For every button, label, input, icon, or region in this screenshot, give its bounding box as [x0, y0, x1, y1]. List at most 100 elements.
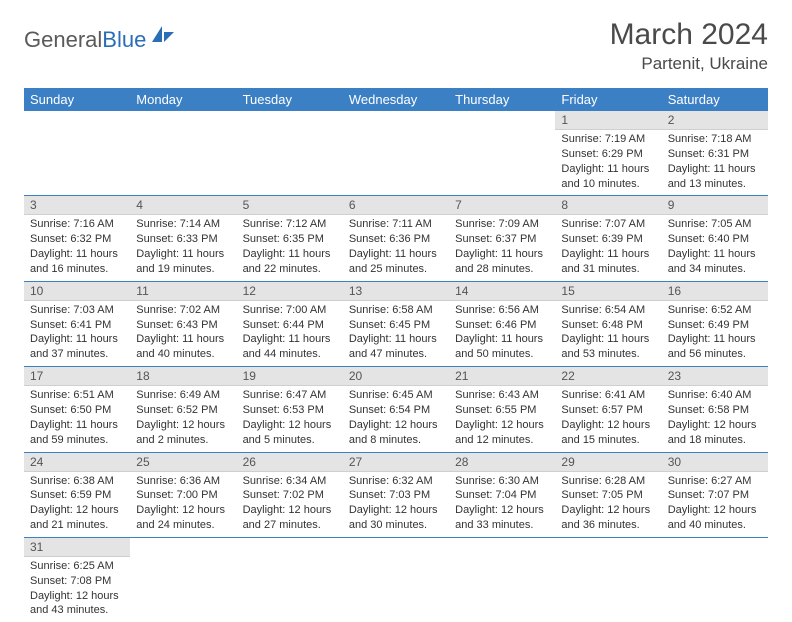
day-number: 22 [555, 367, 661, 386]
day-content: Sunrise: 6:51 AMSunset: 6:50 PMDaylight:… [24, 386, 130, 451]
sunrise-text: Sunrise: 7:03 AM [30, 303, 124, 318]
day-content: Sunrise: 6:58 AMSunset: 6:45 PMDaylight:… [343, 301, 449, 366]
sunset-text: Sunset: 6:45 PM [349, 318, 443, 333]
sunset-text: Sunset: 6:48 PM [561, 318, 655, 333]
sunset-text: Sunset: 7:04 PM [455, 488, 549, 503]
day-content: Sunrise: 6:43 AMSunset: 6:55 PMDaylight:… [449, 386, 555, 451]
day-content: Sunrise: 6:25 AMSunset: 7:08 PMDaylight:… [24, 557, 130, 622]
sunset-text: Sunset: 6:32 PM [30, 232, 124, 247]
sunrise-text: Sunrise: 6:54 AM [561, 303, 655, 318]
day-content: Sunrise: 7:05 AMSunset: 6:40 PMDaylight:… [662, 215, 768, 280]
calendar-cell: 11Sunrise: 7:02 AMSunset: 6:43 PMDayligh… [130, 281, 236, 366]
day-number [343, 538, 449, 542]
day-number: 10 [24, 282, 130, 301]
day-number: 11 [130, 282, 236, 301]
sunset-text: Sunset: 6:49 PM [668, 318, 762, 333]
sunrise-text: Sunrise: 7:12 AM [243, 217, 337, 232]
calendar-cell: 6Sunrise: 7:11 AMSunset: 6:36 PMDaylight… [343, 196, 449, 281]
daylight-text: Daylight: 12 hours and 40 minutes. [668, 503, 762, 533]
day-number: 28 [449, 453, 555, 472]
day-number [237, 111, 343, 115]
sunrise-text: Sunrise: 7:05 AM [668, 217, 762, 232]
sunrise-text: Sunrise: 6:34 AM [243, 474, 337, 489]
day-number: 13 [343, 282, 449, 301]
brand-logo: GeneralBlue [24, 24, 176, 56]
day-number: 16 [662, 282, 768, 301]
sunrise-text: Sunrise: 7:14 AM [136, 217, 230, 232]
sail-icon [150, 24, 176, 50]
day-number: 20 [343, 367, 449, 386]
sunset-text: Sunset: 6:37 PM [455, 232, 549, 247]
daylight-text: Daylight: 12 hours and 43 minutes. [30, 589, 124, 619]
calendar-table: Sunday Monday Tuesday Wednesday Thursday… [24, 88, 768, 622]
weekday-head: Thursday [449, 88, 555, 111]
day-number: 24 [24, 453, 130, 472]
calendar-cell: 25Sunrise: 6:36 AMSunset: 7:00 PMDayligh… [130, 452, 236, 537]
sunrise-text: Sunrise: 6:32 AM [349, 474, 443, 489]
day-number [343, 111, 449, 115]
day-number: 30 [662, 453, 768, 472]
calendar-cell: 8Sunrise: 7:07 AMSunset: 6:39 PMDaylight… [555, 196, 661, 281]
day-number: 5 [237, 196, 343, 215]
daylight-text: Daylight: 12 hours and 36 minutes. [561, 503, 655, 533]
day-content: Sunrise: 6:41 AMSunset: 6:57 PMDaylight:… [555, 386, 661, 451]
sunrise-text: Sunrise: 6:28 AM [561, 474, 655, 489]
page-header: GeneralBlue March 2024 Partenit, Ukraine [24, 18, 768, 74]
sunset-text: Sunset: 6:44 PM [243, 318, 337, 333]
day-number: 19 [237, 367, 343, 386]
day-number [449, 538, 555, 542]
daylight-text: Daylight: 12 hours and 15 minutes. [561, 418, 655, 448]
sunset-text: Sunset: 7:07 PM [668, 488, 762, 503]
calendar-cell: 24Sunrise: 6:38 AMSunset: 6:59 PMDayligh… [24, 452, 130, 537]
daylight-text: Daylight: 12 hours and 5 minutes. [243, 418, 337, 448]
sunset-text: Sunset: 6:39 PM [561, 232, 655, 247]
sunset-text: Sunset: 6:54 PM [349, 403, 443, 418]
calendar-row: 1Sunrise: 7:19 AMSunset: 6:29 PMDaylight… [24, 111, 768, 196]
weekday-header-row: Sunday Monday Tuesday Wednesday Thursday… [24, 88, 768, 111]
calendar-row: 3Sunrise: 7:16 AMSunset: 6:32 PMDaylight… [24, 196, 768, 281]
calendar-cell: 10Sunrise: 7:03 AMSunset: 6:41 PMDayligh… [24, 281, 130, 366]
day-number [237, 538, 343, 542]
day-content: Sunrise: 6:27 AMSunset: 7:07 PMDaylight:… [662, 472, 768, 537]
day-content: Sunrise: 6:38 AMSunset: 6:59 PMDaylight:… [24, 472, 130, 537]
day-number: 3 [24, 196, 130, 215]
sunset-text: Sunset: 6:31 PM [668, 147, 762, 162]
sunrise-text: Sunrise: 7:02 AM [136, 303, 230, 318]
sunrise-text: Sunrise: 6:36 AM [136, 474, 230, 489]
daylight-text: Daylight: 12 hours and 24 minutes. [136, 503, 230, 533]
sunrise-text: Sunrise: 7:18 AM [668, 132, 762, 147]
daylight-text: Daylight: 12 hours and 30 minutes. [349, 503, 443, 533]
sunrise-text: Sunrise: 6:58 AM [349, 303, 443, 318]
day-content: Sunrise: 7:12 AMSunset: 6:35 PMDaylight:… [237, 215, 343, 280]
day-content: Sunrise: 6:30 AMSunset: 7:04 PMDaylight:… [449, 472, 555, 537]
day-number: 2 [662, 111, 768, 130]
sunset-text: Sunset: 6:59 PM [30, 488, 124, 503]
sunset-text: Sunset: 7:05 PM [561, 488, 655, 503]
day-number: 15 [555, 282, 661, 301]
day-number: 6 [343, 196, 449, 215]
month-title: March 2024 [610, 18, 768, 52]
sunset-text: Sunset: 6:53 PM [243, 403, 337, 418]
calendar-cell: 5Sunrise: 7:12 AMSunset: 6:35 PMDaylight… [237, 196, 343, 281]
sunrise-text: Sunrise: 7:11 AM [349, 217, 443, 232]
calendar-cell [237, 537, 343, 622]
weekday-head: Monday [130, 88, 236, 111]
day-content: Sunrise: 6:36 AMSunset: 7:00 PMDaylight:… [130, 472, 236, 537]
day-content: Sunrise: 7:00 AMSunset: 6:44 PMDaylight:… [237, 301, 343, 366]
calendar-cell: 4Sunrise: 7:14 AMSunset: 6:33 PMDaylight… [130, 196, 236, 281]
weekday-head: Sunday [24, 88, 130, 111]
day-content: Sunrise: 6:47 AMSunset: 6:53 PMDaylight:… [237, 386, 343, 451]
day-content: Sunrise: 6:32 AMSunset: 7:03 PMDaylight:… [343, 472, 449, 537]
sunset-text: Sunset: 6:52 PM [136, 403, 230, 418]
day-number: 4 [130, 196, 236, 215]
sunrise-text: Sunrise: 6:41 AM [561, 388, 655, 403]
calendar-cell [555, 537, 661, 622]
calendar-cell [237, 111, 343, 196]
calendar-cell: 12Sunrise: 7:00 AMSunset: 6:44 PMDayligh… [237, 281, 343, 366]
daylight-text: Daylight: 11 hours and 50 minutes. [455, 332, 549, 362]
calendar-cell: 31Sunrise: 6:25 AMSunset: 7:08 PMDayligh… [24, 537, 130, 622]
calendar-cell: 13Sunrise: 6:58 AMSunset: 6:45 PMDayligh… [343, 281, 449, 366]
daylight-text: Daylight: 11 hours and 25 minutes. [349, 247, 443, 277]
sunset-text: Sunset: 6:41 PM [30, 318, 124, 333]
daylight-text: Daylight: 12 hours and 2 minutes. [136, 418, 230, 448]
